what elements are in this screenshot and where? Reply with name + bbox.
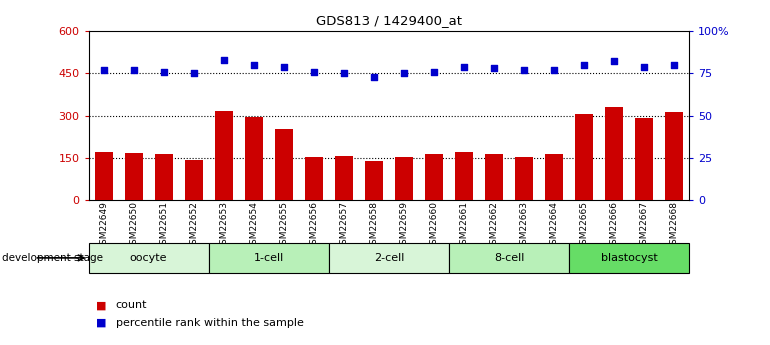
Bar <box>215 110 233 200</box>
Text: 1-cell: 1-cell <box>253 253 284 263</box>
Point <box>428 69 440 75</box>
Bar <box>245 117 263 200</box>
Text: percentile rank within the sample: percentile rank within the sample <box>116 318 303 327</box>
Bar <box>575 114 593 200</box>
Bar <box>305 157 323 200</box>
Point <box>668 62 681 68</box>
Bar <box>95 152 112 200</box>
Bar <box>395 157 413 200</box>
Point <box>517 67 530 73</box>
Point <box>97 67 110 73</box>
Text: count: count <box>116 300 147 310</box>
Text: ■: ■ <box>96 300 107 310</box>
Text: 2-cell: 2-cell <box>373 253 404 263</box>
Bar <box>209 243 329 273</box>
Point <box>548 67 561 73</box>
Bar <box>329 243 449 273</box>
Bar <box>335 156 353 200</box>
Bar <box>449 243 569 273</box>
Bar <box>155 155 172 200</box>
Text: oocyte: oocyte <box>130 253 167 263</box>
Point <box>638 64 650 69</box>
Text: GDS813 / 1429400_at: GDS813 / 1429400_at <box>316 14 462 27</box>
Bar <box>89 243 209 273</box>
Text: ■: ■ <box>96 318 107 327</box>
Point <box>248 62 260 68</box>
Text: blastocyst: blastocyst <box>601 253 658 263</box>
Bar <box>485 155 503 200</box>
Point <box>397 71 410 76</box>
Bar <box>635 118 653 200</box>
Point <box>127 67 140 73</box>
Point <box>488 66 500 71</box>
Bar <box>545 154 563 200</box>
Point <box>277 64 290 69</box>
Bar <box>185 160 203 200</box>
Point <box>457 64 470 69</box>
Bar <box>275 129 293 200</box>
Bar <box>569 243 689 273</box>
Bar <box>515 157 533 200</box>
Bar <box>125 153 142 200</box>
Bar <box>605 107 623 200</box>
Point <box>608 59 621 64</box>
Bar <box>365 161 383 200</box>
Point <box>337 71 350 76</box>
Point <box>157 69 169 75</box>
Text: 8-cell: 8-cell <box>494 253 524 263</box>
Bar <box>665 112 683 200</box>
Point <box>217 57 229 62</box>
Bar <box>455 152 473 200</box>
Point <box>578 62 591 68</box>
Point <box>368 74 380 79</box>
Bar <box>425 155 443 200</box>
Point <box>307 69 320 75</box>
Point <box>188 71 200 76</box>
Text: development stage: development stage <box>2 253 102 263</box>
